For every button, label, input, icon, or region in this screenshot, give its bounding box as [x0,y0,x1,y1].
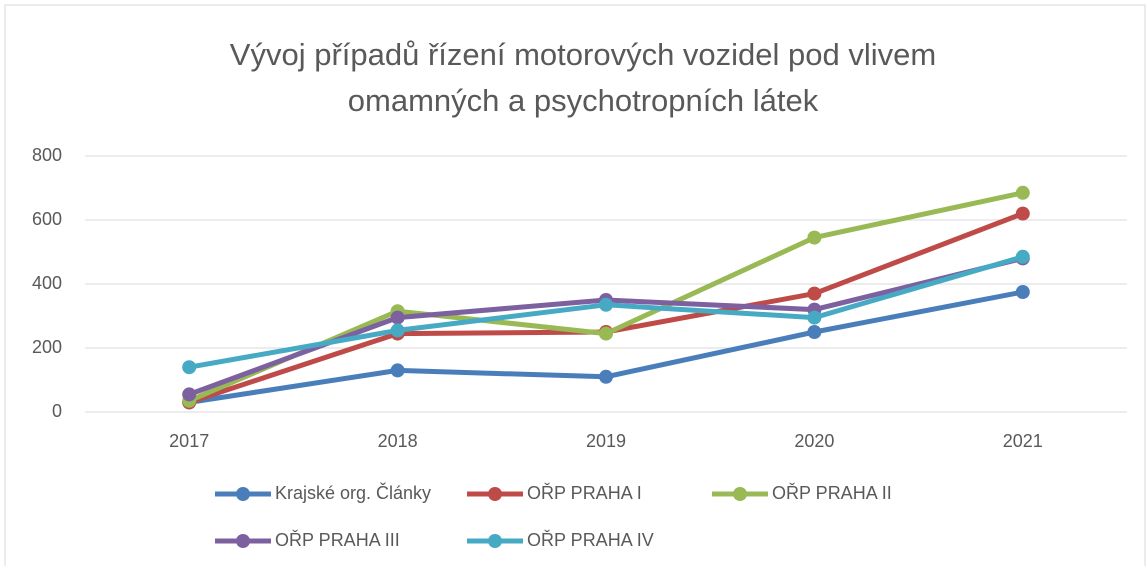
chart-title: omamných a psychotropních látek [348,83,819,118]
data-point [182,360,197,375]
data-point [1015,285,1030,299]
x-tick-label: 2021 [1003,431,1043,451]
data-point [599,369,613,384]
data-point [182,387,197,402]
y-tick-label: 0 [52,401,62,421]
y-tick-label: 600 [32,209,62,229]
legend-label: OŘP PRAHA IV [527,530,654,550]
data-point [390,310,405,325]
data-point [807,230,822,245]
data-point [807,310,822,325]
data-point [1015,206,1030,221]
legend-marker [733,487,747,501]
data-point [807,325,822,339]
y-tick-label: 800 [32,145,62,165]
legend-label: OŘP PRAHA III [275,530,400,550]
legend-marker [236,534,250,548]
legend-marker [236,487,250,501]
x-tick-label: 2017 [169,431,209,451]
legend-marker [488,487,502,501]
data-point [599,297,613,312]
legend-label: OŘP PRAHA II [772,483,892,503]
x-tick-label: 2018 [378,431,418,451]
legend-label: Krajské org. Články [275,482,431,503]
data-point [1015,185,1030,200]
y-tick-label: 200 [32,337,62,357]
x-tick-label: 2020 [794,431,834,451]
legend-marker [488,534,502,548]
data-point [390,363,405,378]
data-point [599,326,613,341]
legend-label: OŘP PRAHA I [527,483,642,503]
y-tick-label: 400 [32,273,62,293]
data-point [390,323,405,338]
x-tick-label: 2019 [586,431,626,451]
chart-border [4,4,1146,566]
data-point [807,286,822,301]
data-point [1015,249,1030,264]
chart-title: Vývoj případů řízení motorových vozidel … [230,37,936,72]
